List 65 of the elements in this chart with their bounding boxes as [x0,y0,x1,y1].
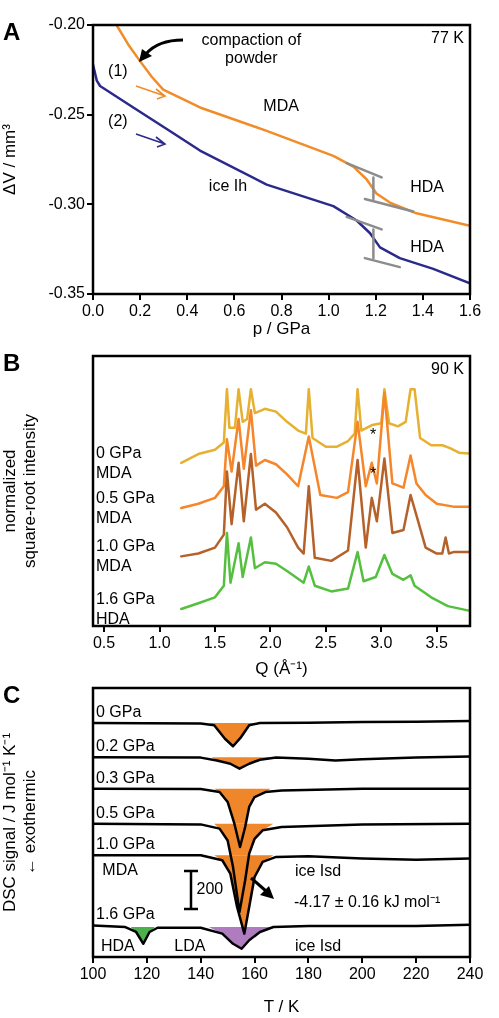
annotation: ice Isd [294,862,342,880]
annotation: HDA [410,238,445,256]
series-label: 0.2 GPa [96,737,155,755]
annotation: ice Isd [294,937,342,955]
x-tick-label: 1.0 [317,302,340,320]
annotation: MDA [263,97,300,115]
y-axis-title: DSC signal / J mol⁻¹ K⁻¹ ← exothermic [0,732,40,913]
x-tick-label: 0.5 [92,634,116,652]
x-tick-label: 0.8 [270,302,293,320]
x-axis-title: p / GPa [252,319,311,339]
annotation: compaction of powder [201,31,302,67]
annotation: * [369,465,377,483]
x-tick-label: 220 [402,965,430,983]
annotation: * [369,425,377,443]
x-tick-label: 0.2 [129,302,152,320]
series-label: 0 GPa [96,702,142,720]
series-label: 0.3 GPa [96,768,155,786]
chart-title: C [3,680,21,708]
series-label: 1.0 GPa MDA [96,537,155,575]
x-tick-label: 1.4 [411,302,435,320]
x-tick-label: 100 [79,965,107,983]
annotation: -4.17 ± 0.16 kJ mol⁻¹ [293,893,441,911]
x-axis-title: Q (Å⁻¹) [255,659,308,679]
text: 0 GPa MDA [96,443,142,481]
y-axis-title: normalized square-root intensity [0,413,40,569]
series-label: 0.5 GPa MDA [96,489,155,527]
x-tick-label: 2.5 [314,634,338,652]
series-label: 1.6 GPa HDA [96,589,155,627]
y-tick-label: -0.20 [48,15,86,33]
x-tick-label: 240 [456,965,484,983]
annotation: LDA [174,937,206,955]
x-tick-label: 120 [133,965,161,983]
y-tick-label: -0.30 [48,194,86,212]
x-tick-label: 180 [295,965,322,983]
x-tick-label: 1.0 [148,634,171,652]
series-label: 1.0 GPa [96,835,155,853]
x-tick-label: 1.6 [458,302,482,320]
x-tick-label: 2.0 [259,634,282,652]
x-tick-label: 160 [241,965,269,983]
annotation: HDA [100,937,136,955]
text: 90 K [431,360,465,378]
annotation: (2) [108,112,128,130]
y-axis-title: ΔV / mm³ [0,123,19,195]
annotation: 200 [196,880,224,898]
y-tick-label: -0.25 [48,105,86,123]
annotation: ice Ih [208,177,248,195]
x-tick-label: 1.5 [203,634,227,652]
annotation: HDA [410,178,445,196]
annotation: 77 K [431,29,465,47]
x-tick-label: 0.4 [176,302,199,320]
x-tick-label: 0.6 [223,302,246,320]
y-tick-label: -0.35 [48,284,86,302]
annotation: (1) [108,62,128,80]
x-axis-title: T / K [263,997,300,1017]
annotation: MDA [102,860,139,878]
x-tick-label: 3.0 [370,634,393,652]
series-label: 0.5 GPa [96,803,155,821]
chart-title: B [3,348,21,376]
x-tick-label: 0.0 [81,302,105,320]
x-tick-label: 200 [348,965,376,983]
x-tick-label: 3.5 [425,634,448,652]
x-tick-label: 1.2 [364,302,387,320]
x-tick-label: 140 [187,965,215,983]
chart-title: A [3,17,21,45]
legend-label: 1.6 GPa [96,905,155,923]
